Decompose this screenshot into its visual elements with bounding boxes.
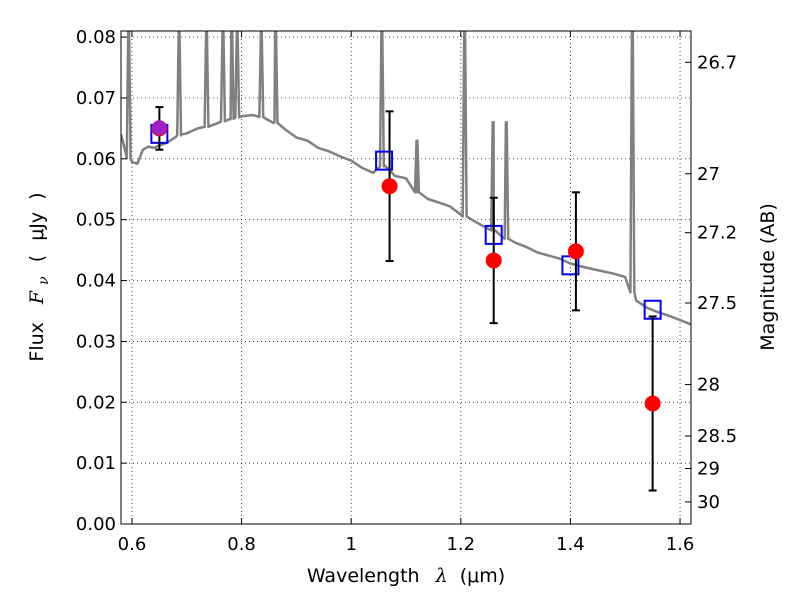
x-axis-label: Wavelength λ (μm) (307, 565, 505, 587)
observed-point (381, 178, 398, 195)
x-axis-unit: (μm) (460, 565, 505, 587)
magnitude-tick-label: 27.2 (697, 223, 737, 244)
plot-frame (120, 30, 692, 525)
magnitude-tick-label: 27.5 (697, 293, 737, 314)
plot-background (121, 31, 691, 524)
x-tick-label: 1 (345, 534, 356, 555)
highlight-series (151, 120, 167, 136)
y-tick-label: 0.02 (76, 392, 116, 413)
grid-lines (121, 31, 691, 524)
y-axis-symbol: F (26, 290, 48, 305)
observed-point (567, 243, 584, 260)
x-axis-label-text: Wavelength (307, 565, 420, 587)
magnitude-tick-labels: 26.7 27 27.2 27.5 28 28.5 29 30 (697, 52, 737, 513)
x-tick-label: 1.6 (666, 534, 695, 555)
y-tick-label: 0.04 (76, 271, 116, 292)
y-axis-paren-close: ) (26, 192, 48, 199)
x-tick-label: 1.4 (556, 534, 585, 555)
x-axis-symbol: λ (435, 565, 448, 587)
sed-model-line (121, 31, 691, 326)
magnitude-tick-label: 27 (697, 164, 720, 185)
y-axis-unit: μJy (26, 212, 48, 241)
x-tick-label: 1.2 (446, 534, 475, 555)
y-axis-label-text: Flux (26, 322, 48, 362)
y-tick-label: 0.06 (76, 149, 116, 170)
y-axis-paren-open: ( (26, 255, 48, 262)
model-point (375, 150, 394, 171)
y-tick-label: 0.05 (76, 210, 116, 231)
y-tick-label: 0.03 (76, 331, 116, 352)
y-axis-subscript: ν (36, 276, 52, 285)
y-tick-label: 0.00 (76, 514, 116, 535)
x-tick-label: 0.6 (118, 534, 147, 555)
observed-point (485, 252, 502, 269)
magnitude-tick-label: 28.5 (697, 426, 737, 447)
magnitude-tick-label: 30 (697, 492, 720, 513)
y-axis-label: Flux F ν ( μJy ) (26, 192, 53, 361)
magnitude-tick-label: 29 (697, 458, 720, 479)
magnitude-tick-label: 28 (697, 375, 720, 396)
x-tick-label: 0.8 (227, 534, 256, 555)
y2-axis-label: Magnitude (AB) (757, 203, 779, 351)
highlight-point (151, 120, 167, 136)
observed-point (644, 395, 661, 412)
y-tick-label: 0.08 (76, 27, 116, 48)
y-tick-label: 0.07 (76, 88, 116, 109)
y-tick-labels: 0.00 0.01 0.02 0.03 0.04 0.05 0.06 0.07 0.08 (76, 27, 116, 535)
magnitude-tick-label: 26.7 (697, 52, 737, 73)
axis-ticks (121, 31, 691, 525)
x-tick-labels: 0.6 0.8 1 1.2 1.4 1.6 (118, 534, 695, 555)
y-tick-label: 0.01 (76, 453, 116, 474)
